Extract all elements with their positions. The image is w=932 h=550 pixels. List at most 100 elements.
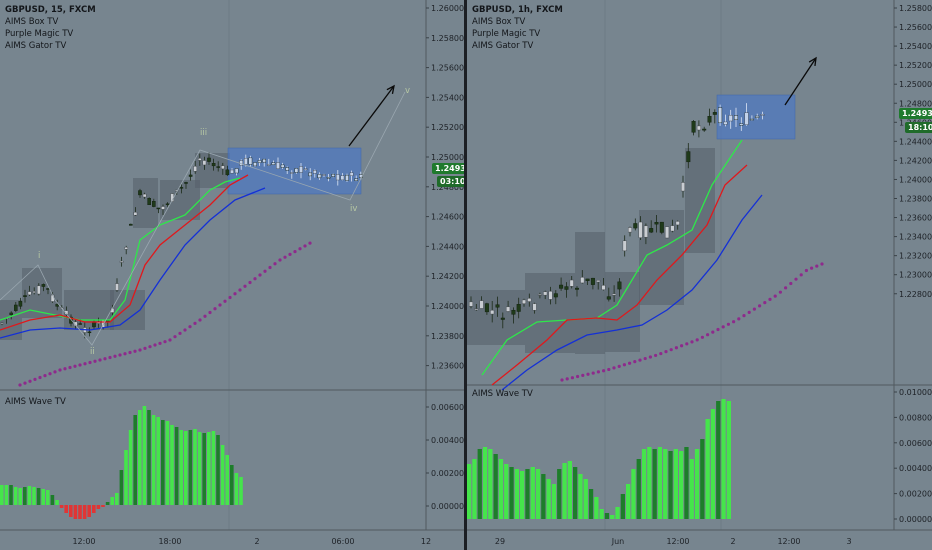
- wave-bar: [493, 454, 498, 519]
- gray-box: [685, 148, 715, 253]
- wave-bar: [124, 450, 128, 505]
- gator-line-red: [491, 164, 748, 386]
- gray-box: [575, 232, 605, 354]
- purple-magic-dot: [33, 377, 37, 381]
- purple-magic-dot: [602, 369, 606, 373]
- wave-bar: [700, 439, 705, 519]
- price-tick-label: 1.25000: [431, 153, 464, 162]
- purple-magic-dot: [178, 331, 182, 335]
- purple-magic-dot: [591, 371, 595, 375]
- left-chart-canvas[interactable]: 1.26000 1.25800 1.25600 1.25400 1.25200 1.250…: [0, 0, 464, 550]
- wave-bar: [557, 469, 562, 519]
- purple-magic-dot: [778, 290, 782, 294]
- target-zone-box: [227, 147, 362, 195]
- candle-body: [211, 163, 216, 167]
- purple-magic-dot: [253, 277, 257, 281]
- wave-bar: [128, 430, 133, 505]
- wave-bar: [92, 505, 96, 513]
- left-chart-pane[interactable]: 1.26000 1.25800 1.25600 1.25400 1.25200 1.250…: [0, 0, 475, 550]
- candle-body: [654, 222, 659, 225]
- left-countdown-badge: 03:10: [437, 176, 469, 187]
- candle-body: [702, 128, 707, 131]
- left-indicator-gator[interactable]: AIMS Gator TV: [5, 41, 67, 51]
- right-time-label: 3: [846, 537, 852, 546]
- purple-magic-dot: [173, 335, 177, 339]
- candle-body: [128, 223, 133, 226]
- left-symbol-label[interactable]: GBPUSD, 15, FXCM: [5, 5, 96, 15]
- left-indicator-purple[interactable]: Purple Magic TV: [5, 29, 74, 39]
- right-chart-pane[interactable]: 1.25800 1.25600 1.25400 1.25200 1.25000 1.248…: [467, 0, 932, 550]
- right-time-label: 12:00: [777, 537, 801, 546]
- candle-body: [317, 174, 322, 179]
- right-indicator-box[interactable]: AIMS Box TV: [472, 17, 526, 27]
- left-indicator-box[interactable]: AIMS Box TV: [5, 17, 59, 27]
- purple-magic-dot: [148, 345, 152, 349]
- wave-bar: [641, 449, 647, 519]
- candle-body: [686, 151, 691, 163]
- wave-bar: [170, 425, 174, 505]
- purple-magic-dot: [784, 286, 788, 290]
- candle-body: [147, 198, 152, 206]
- purple-magic-dot: [98, 358, 102, 362]
- gray-box: [525, 273, 575, 353]
- candle-body: [585, 278, 590, 281]
- gator-line-green: [0, 177, 241, 321]
- purple-magic-dot: [83, 362, 87, 366]
- candle-body: [13, 304, 18, 311]
- wave-bar: [46, 490, 50, 505]
- pane-background: [0, 0, 464, 550]
- candle-body: [633, 223, 638, 229]
- oscillator-tick-label: 0.00200: [431, 469, 464, 478]
- wave-bar: [546, 479, 551, 519]
- purple-magic-dot: [804, 268, 808, 273]
- purple-magic-dot: [695, 338, 699, 342]
- candle-body: [617, 281, 622, 290]
- oscillator-tick-label: 0.01000: [899, 388, 932, 397]
- right-indicator-purple[interactable]: Purple Magic TV: [472, 29, 541, 39]
- wave-bar: [726, 401, 731, 519]
- candle-body: [188, 174, 193, 177]
- candle-body: [87, 331, 92, 334]
- price-tick-label: 1.24800: [899, 99, 932, 108]
- wave-bar: [652, 449, 657, 519]
- right-oscillator-title[interactable]: AIMS Wave TV: [472, 389, 533, 399]
- candle-body: [234, 168, 239, 174]
- candle-body: [156, 207, 161, 210]
- candle-body: [522, 299, 527, 304]
- left-oscillator-title[interactable]: AIMS Wave TV: [5, 397, 66, 407]
- candle-body: [220, 165, 225, 170]
- candle-body: [0, 322, 4, 325]
- wave-bar: [504, 464, 509, 519]
- wave-bar: [694, 449, 700, 519]
- right-chart-canvas[interactable]: 1.25800 1.25600 1.25400 1.25200 1.25000 1.248…: [467, 0, 932, 550]
- purple-magic-dot: [763, 301, 767, 305]
- right-symbol-label[interactable]: GBPUSD, 1h, FXCM: [472, 5, 563, 15]
- wave-bar: [188, 430, 193, 505]
- candle-body: [280, 164, 285, 168]
- candle-body: [73, 321, 78, 327]
- wave-bar: [151, 415, 156, 505]
- left-time-label: 2: [254, 537, 260, 546]
- candle-body: [760, 114, 765, 116]
- candle-body: [574, 287, 579, 290]
- price-tick-label: 1.25600: [899, 23, 932, 32]
- purple-magic-dot: [633, 360, 637, 364]
- purple-magic-dot: [570, 376, 574, 380]
- right-indicator-gator[interactable]: AIMS Gator TV: [472, 41, 534, 51]
- wave-label-iii: iii: [200, 128, 208, 138]
- wave-bar: [64, 505, 68, 513]
- purple-magic-dot: [586, 372, 590, 376]
- wave-bar: [32, 487, 36, 505]
- wave-bar: [133, 415, 137, 505]
- candle-body: [354, 178, 359, 181]
- price-tick-label: 1.24400: [899, 137, 932, 146]
- purple-magic-dot: [53, 370, 57, 374]
- purple-magic-dot: [263, 269, 267, 273]
- wave-bar: [535, 469, 541, 519]
- candle-body: [532, 303, 537, 311]
- oscillator-tick-label: 0.00600: [431, 403, 464, 412]
- candle-body: [243, 158, 248, 165]
- pane-divider[interactable]: [464, 0, 467, 550]
- wave-bar: [4, 485, 9, 505]
- purple-magic-dot: [643, 356, 647, 361]
